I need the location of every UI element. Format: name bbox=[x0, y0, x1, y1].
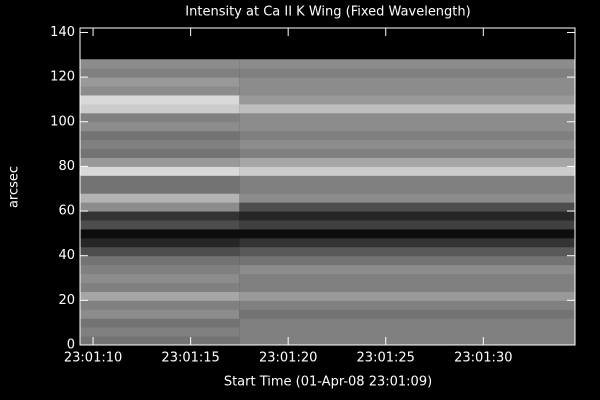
heatmap-cell bbox=[80, 291, 240, 301]
heatmap-cell bbox=[239, 193, 575, 203]
heatmap-cell bbox=[80, 166, 240, 176]
x-tick-label: 23:01:30 bbox=[454, 351, 512, 366]
heatmap-cell bbox=[80, 309, 240, 319]
y-tick-label: 20 bbox=[58, 293, 75, 308]
heatmap-cell bbox=[239, 175, 575, 185]
y-tick-label: 0 bbox=[67, 338, 75, 353]
heatmap-cell bbox=[239, 103, 575, 114]
y-tick-label: 120 bbox=[50, 70, 75, 85]
heatmap-cell bbox=[239, 327, 575, 337]
heatmap-cell bbox=[80, 148, 240, 158]
heatmap-cell bbox=[239, 255, 575, 266]
y-tick-label: 40 bbox=[58, 248, 75, 263]
heatmap-cell bbox=[80, 139, 240, 150]
heatmap-cell bbox=[239, 166, 575, 176]
y-axis-label: arcsec bbox=[7, 166, 22, 208]
heatmap-cell bbox=[80, 219, 240, 230]
chart-title: Intensity at Ca II K Wing (Fixed Wavelen… bbox=[185, 5, 470, 20]
heatmap-cell bbox=[239, 148, 575, 158]
heatmap-cell bbox=[239, 202, 575, 212]
heatmap-cell bbox=[239, 273, 575, 283]
plot-frame bbox=[79, 27, 576, 346]
x-axis-label: Start Time (01-Apr-08 23:01:09) bbox=[224, 375, 432, 390]
heatmap-cell bbox=[80, 94, 240, 105]
heatmap-cell bbox=[80, 202, 240, 212]
heatmap-cell bbox=[239, 86, 575, 96]
heatmap-cell bbox=[80, 327, 240, 337]
heatmap-cell bbox=[239, 77, 575, 87]
y-tick-label: 80 bbox=[58, 159, 75, 174]
heatmap-cell bbox=[80, 59, 240, 69]
heatmap-cell bbox=[239, 309, 575, 319]
heatmap-cell bbox=[239, 291, 575, 301]
x-tick-label: 23:01:10 bbox=[64, 351, 122, 366]
heatmap-cell bbox=[80, 193, 240, 203]
heatmap-cell bbox=[80, 68, 240, 78]
heatmap-cell bbox=[80, 175, 240, 185]
heatmap-cell bbox=[80, 103, 240, 114]
heatmap-cell bbox=[80, 300, 240, 310]
heatmap-cell bbox=[80, 336, 240, 346]
heatmap-cell bbox=[239, 246, 575, 257]
heatmap-cell bbox=[80, 264, 240, 275]
heatmap-cell bbox=[239, 282, 575, 292]
heatmap-cell bbox=[80, 184, 240, 194]
x-tick-label: 23:01:25 bbox=[357, 351, 415, 366]
heatmap-cell bbox=[80, 237, 240, 248]
y-tick-label: 100 bbox=[50, 114, 75, 129]
heatmap-cell bbox=[80, 282, 240, 292]
heatmap-cell bbox=[239, 237, 575, 248]
heatmap-cell bbox=[239, 59, 575, 69]
heatmap-cell bbox=[80, 77, 240, 87]
heatmap-cell bbox=[239, 300, 575, 310]
heatmap-cell bbox=[239, 211, 575, 221]
y-tick-label: 60 bbox=[58, 204, 75, 219]
heatmap-cell bbox=[239, 68, 575, 78]
heatmap-cell bbox=[239, 318, 575, 328]
heatmap-cell bbox=[239, 336, 575, 346]
y-tick-label: 140 bbox=[50, 25, 75, 40]
heatmap-cell bbox=[239, 94, 575, 105]
heatmap-cell bbox=[80, 121, 240, 132]
heatmap-cell bbox=[239, 228, 575, 239]
heatmap-cell bbox=[239, 264, 575, 275]
x-tick-label: 23:01:20 bbox=[259, 351, 317, 366]
heatmap-cell bbox=[80, 130, 240, 141]
heatmap-cell bbox=[239, 184, 575, 194]
x-tick-label: 23:01:15 bbox=[161, 351, 219, 366]
heatmap-cell bbox=[80, 211, 240, 221]
heatmap-cell bbox=[239, 112, 575, 123]
heatmap-cell bbox=[239, 130, 575, 141]
heatmap-cell bbox=[80, 228, 240, 239]
heatmap-cell bbox=[80, 86, 240, 96]
heatmap-cell bbox=[239, 139, 575, 150]
heatmap-cell bbox=[80, 246, 240, 257]
heatmap-cell bbox=[80, 318, 240, 328]
heatmap-cell bbox=[80, 112, 240, 123]
heatmap-cell bbox=[80, 255, 240, 266]
heatmap-cell bbox=[80, 157, 240, 167]
heatmap-cell bbox=[239, 121, 575, 132]
heatmap-cell bbox=[80, 273, 240, 283]
heatmap-cell bbox=[239, 157, 575, 167]
heatmap-cell bbox=[239, 219, 575, 230]
